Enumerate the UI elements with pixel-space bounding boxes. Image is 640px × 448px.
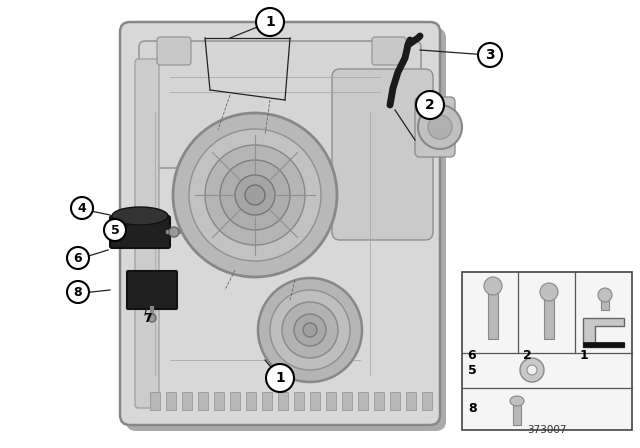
- Bar: [390, 392, 400, 410]
- Circle shape: [189, 129, 321, 261]
- Text: 4: 4: [77, 202, 86, 215]
- FancyBboxPatch shape: [135, 59, 159, 408]
- Circle shape: [67, 247, 89, 269]
- Bar: [310, 392, 320, 410]
- Text: 6: 6: [74, 251, 83, 264]
- Circle shape: [245, 185, 265, 205]
- Ellipse shape: [112, 207, 168, 225]
- Text: 1: 1: [275, 371, 285, 385]
- Polygon shape: [583, 318, 624, 347]
- Text: 8: 8: [468, 402, 477, 415]
- FancyBboxPatch shape: [127, 271, 177, 309]
- Circle shape: [173, 113, 337, 277]
- Circle shape: [67, 281, 89, 303]
- Ellipse shape: [510, 396, 524, 406]
- Text: 5: 5: [111, 224, 120, 237]
- Bar: [214, 392, 224, 410]
- Bar: [198, 392, 208, 410]
- Circle shape: [104, 219, 126, 241]
- Text: 6: 6: [467, 349, 476, 362]
- Bar: [230, 392, 240, 410]
- Circle shape: [205, 145, 305, 245]
- Circle shape: [428, 115, 452, 139]
- FancyBboxPatch shape: [110, 216, 170, 248]
- Circle shape: [282, 302, 338, 358]
- Bar: [294, 392, 304, 410]
- Circle shape: [484, 277, 502, 295]
- Text: 373007: 373007: [527, 425, 567, 435]
- FancyBboxPatch shape: [126, 28, 446, 431]
- Bar: [342, 392, 352, 410]
- Bar: [513, 401, 521, 425]
- Circle shape: [235, 175, 275, 215]
- Circle shape: [527, 365, 537, 375]
- FancyBboxPatch shape: [332, 69, 433, 240]
- Text: 2: 2: [425, 98, 435, 112]
- Bar: [358, 392, 368, 410]
- Bar: [488, 280, 498, 339]
- Circle shape: [418, 105, 462, 149]
- Bar: [374, 392, 384, 410]
- Bar: [150, 392, 160, 410]
- Text: 8: 8: [74, 285, 83, 298]
- Bar: [406, 392, 416, 410]
- Bar: [182, 392, 192, 410]
- Bar: [601, 290, 609, 310]
- Circle shape: [258, 278, 362, 382]
- FancyBboxPatch shape: [372, 37, 406, 65]
- Bar: [544, 286, 554, 339]
- FancyBboxPatch shape: [120, 22, 440, 425]
- Text: 2: 2: [523, 349, 532, 362]
- Circle shape: [294, 314, 326, 346]
- Text: 1: 1: [580, 349, 589, 362]
- Circle shape: [540, 283, 558, 301]
- Circle shape: [266, 364, 294, 392]
- Text: 5: 5: [468, 363, 477, 376]
- Circle shape: [169, 227, 179, 237]
- Bar: [422, 392, 432, 410]
- Bar: [278, 392, 288, 410]
- Circle shape: [220, 160, 290, 230]
- Circle shape: [303, 323, 317, 337]
- Text: 1: 1: [265, 15, 275, 29]
- Circle shape: [148, 314, 156, 322]
- Bar: [262, 392, 272, 410]
- FancyBboxPatch shape: [157, 37, 191, 65]
- Circle shape: [71, 197, 93, 219]
- Circle shape: [520, 358, 544, 382]
- Circle shape: [256, 8, 284, 36]
- Ellipse shape: [112, 209, 168, 227]
- Circle shape: [270, 290, 350, 370]
- Bar: [166, 392, 176, 410]
- FancyBboxPatch shape: [139, 41, 421, 168]
- Circle shape: [478, 43, 502, 67]
- Circle shape: [598, 288, 612, 302]
- Bar: [246, 392, 256, 410]
- FancyBboxPatch shape: [415, 97, 455, 157]
- Text: 7: 7: [143, 311, 152, 324]
- Bar: [326, 392, 336, 410]
- Text: 3: 3: [485, 48, 495, 62]
- Bar: [462, 272, 632, 430]
- Circle shape: [416, 91, 444, 119]
- Bar: [583, 342, 624, 347]
